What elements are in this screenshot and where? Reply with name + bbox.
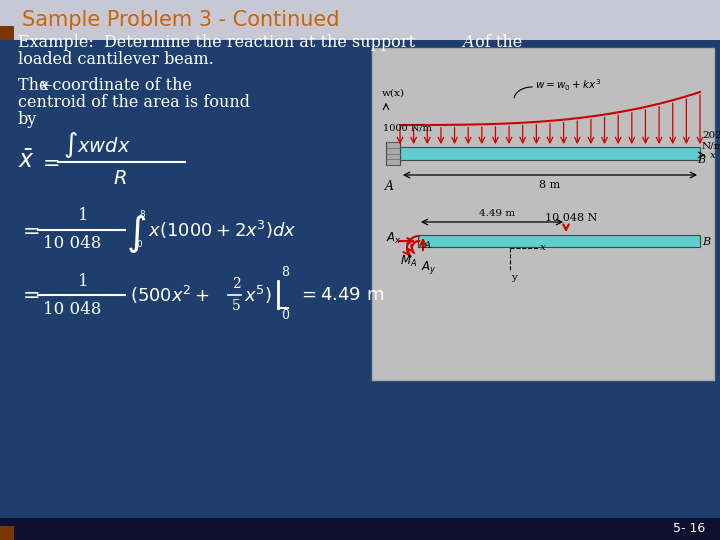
- Text: x: x: [710, 151, 716, 159]
- Bar: [0, 0, 720, 40]
- Text: 0: 0: [281, 309, 289, 322]
- Bar: [418, 235, 700, 247]
- Text: A: A: [385, 179, 394, 192]
- Text: Example:  Determine the reaction at the support: Example: Determine the reaction at the s…: [18, 34, 420, 51]
- Text: x: x: [540, 242, 546, 252]
- Text: $x^5)$: $x^5)$: [244, 284, 272, 306]
- Text: loaded cantilever beam.: loaded cantilever beam.: [18, 51, 214, 68]
- Text: y: y: [511, 273, 517, 282]
- Text: $w = w_0 + kx^3$: $w = w_0 + kx^3$: [535, 77, 601, 93]
- Text: 5: 5: [232, 299, 240, 313]
- Text: $\bar{x}$: $\bar{x}$: [18, 151, 35, 173]
- Text: w(x): w(x): [382, 89, 405, 98]
- Text: A: A: [424, 241, 431, 251]
- Text: 2: 2: [232, 277, 240, 291]
- Text: $A_y$: $A_y$: [421, 259, 436, 276]
- Text: x: x: [40, 77, 49, 94]
- Text: N/m: N/m: [702, 141, 720, 151]
- Text: 1: 1: [78, 273, 89, 289]
- Text: 10 048: 10 048: [43, 235, 102, 253]
- Text: A: A: [462, 34, 474, 51]
- Text: centroid of the area is found: centroid of the area is found: [18, 94, 250, 111]
- Text: of the: of the: [470, 34, 522, 51]
- Text: 1000 N/m: 1000 N/m: [383, 124, 432, 132]
- Text: $^8$: $^8$: [139, 211, 146, 224]
- Bar: [400, 147, 700, 160]
- Text: $\int$: $\int$: [126, 213, 146, 255]
- Text: 8 m: 8 m: [539, 180, 561, 190]
- Bar: [386, 142, 400, 165]
- Text: $R$: $R$: [113, 170, 127, 188]
- Text: Sample Problem 3 - Continued: Sample Problem 3 - Continued: [22, 10, 340, 30]
- Text: $M_A$: $M_A$: [400, 253, 417, 268]
- Text: $= 4.49\ \mathrm{m}$: $= 4.49\ \mathrm{m}$: [298, 286, 384, 304]
- Text: 2024: 2024: [702, 131, 720, 139]
- Text: $A_x$: $A_x$: [386, 231, 402, 246]
- Text: $\int xwdx$: $\int xwdx$: [63, 130, 131, 160]
- Bar: [0, 526, 14, 540]
- Text: The: The: [18, 77, 53, 94]
- Text: $=$: $=$: [18, 220, 40, 240]
- Bar: [372, 48, 714, 380]
- Text: 10 048: 10 048: [43, 300, 102, 318]
- Text: $_0$: $_0$: [136, 238, 143, 251]
- Text: 5- 16: 5- 16: [672, 523, 705, 536]
- Text: by: by: [18, 111, 37, 128]
- Text: $(500x^2 +$: $(500x^2 +$: [130, 284, 210, 306]
- Text: 8: 8: [281, 266, 289, 279]
- Text: -coordinate of the: -coordinate of the: [47, 77, 192, 94]
- Text: B: B: [702, 237, 710, 247]
- Bar: [0, 518, 720, 540]
- Text: 1: 1: [78, 207, 89, 225]
- Bar: [0, 26, 14, 40]
- Text: 10 048 N: 10 048 N: [545, 213, 598, 223]
- Text: B: B: [697, 155, 705, 165]
- Text: $=$: $=$: [18, 286, 40, 305]
- Text: $x(1000 + 2x^3)dx$: $x(1000 + 2x^3)dx$: [148, 219, 297, 241]
- Text: 4.49 m: 4.49 m: [479, 209, 515, 218]
- Text: $=$: $=$: [38, 152, 60, 172]
